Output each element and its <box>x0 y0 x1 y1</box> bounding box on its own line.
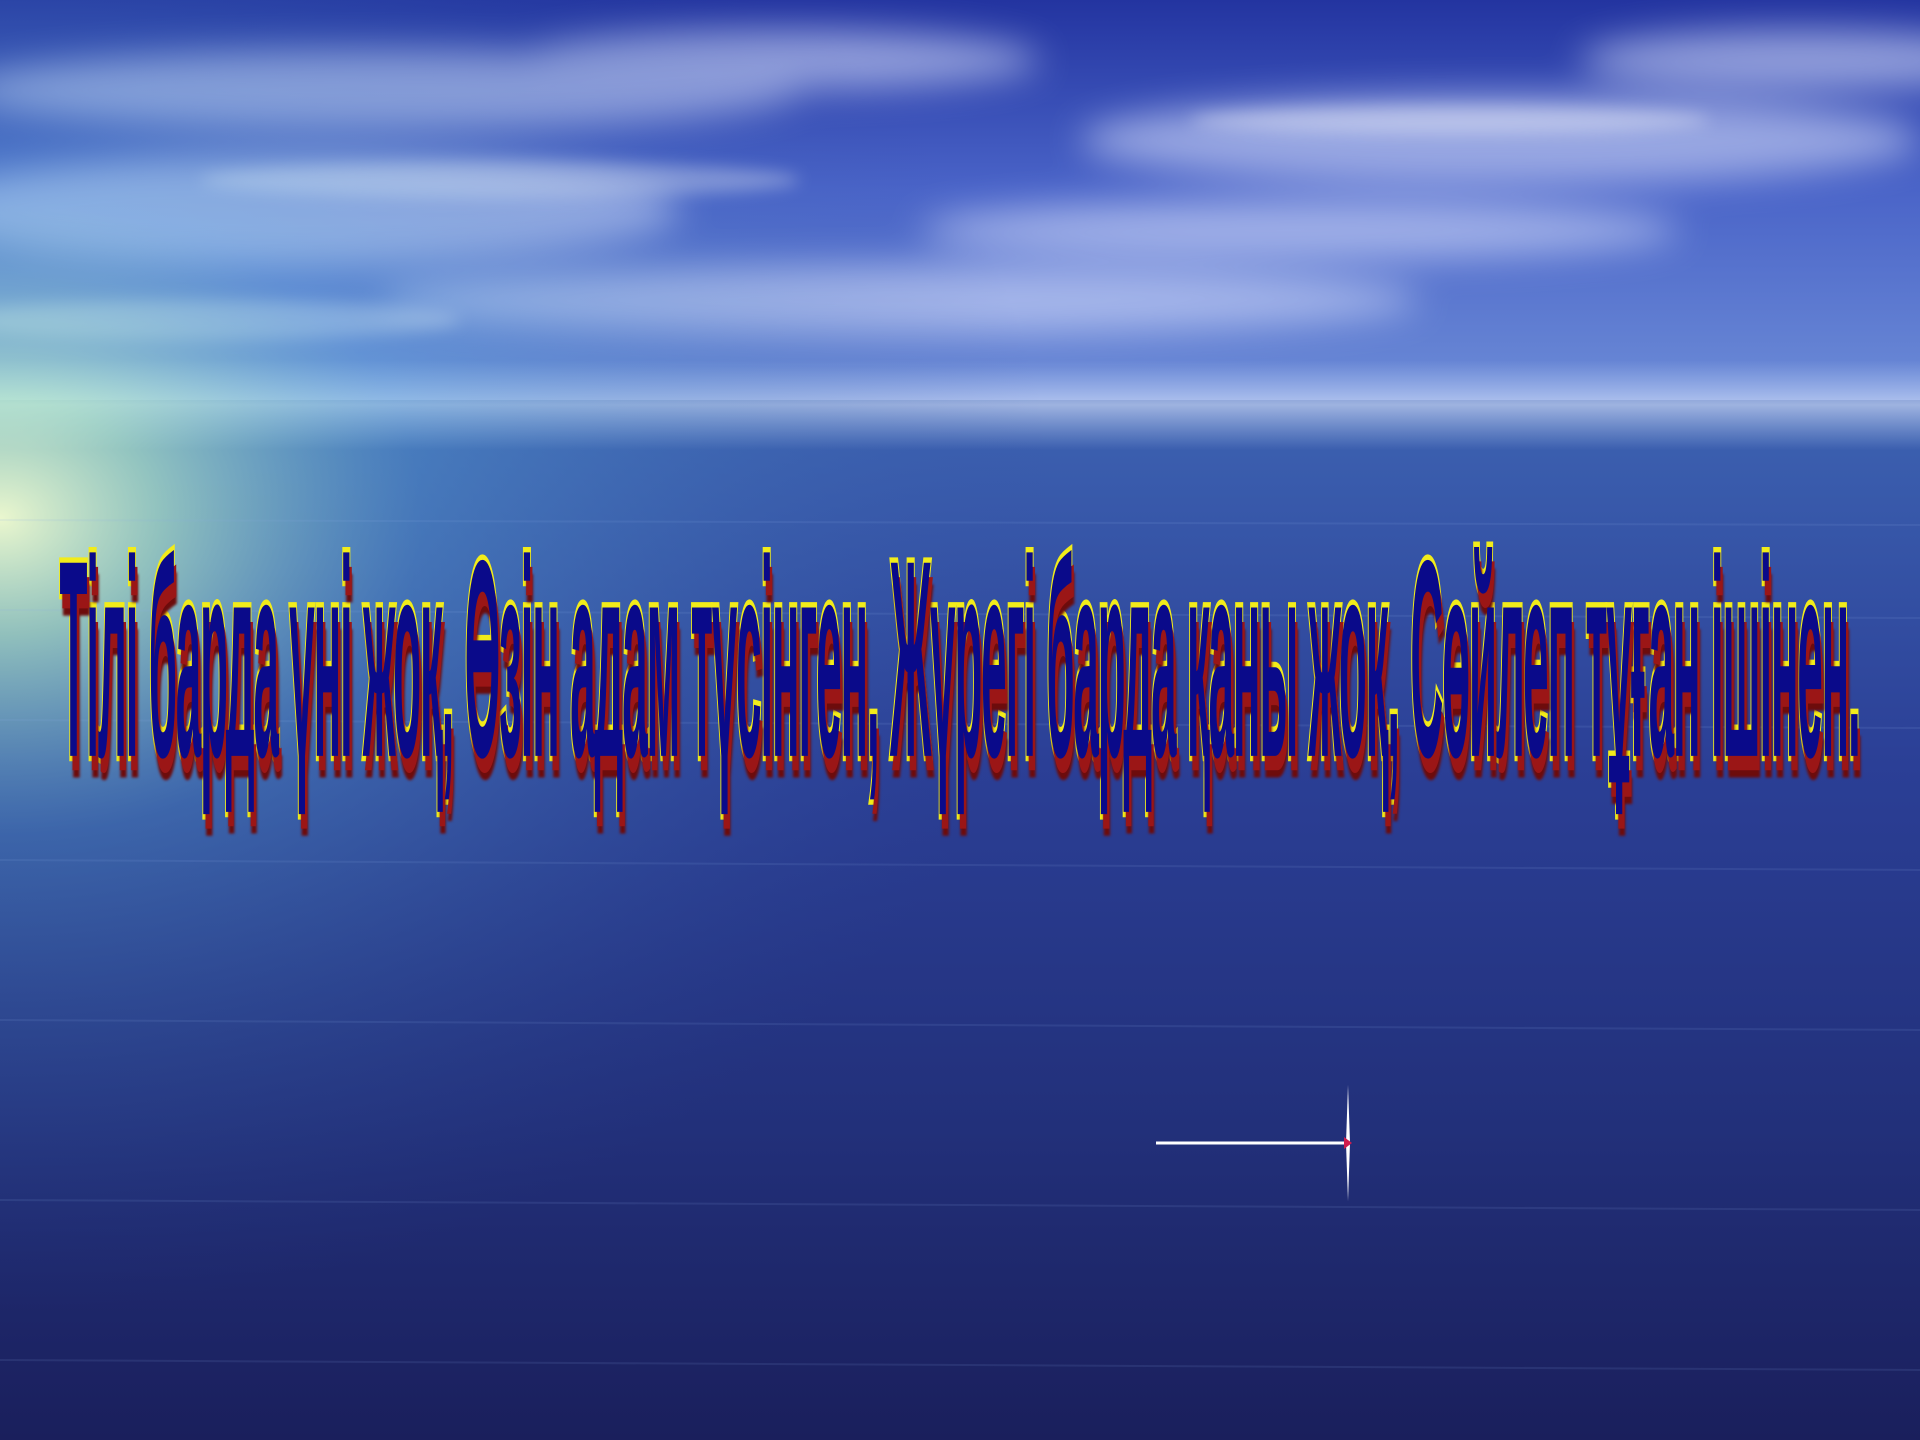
arrow-right-icon[interactable] <box>1150 1075 1360 1205</box>
riddle-wordart: Тілі барда үні жоқ, Өзін адам түсінген, … <box>59 494 1862 822</box>
riddle-text: Тілі барда үні жоқ, Өзін адам түсінген, … <box>59 494 1862 822</box>
